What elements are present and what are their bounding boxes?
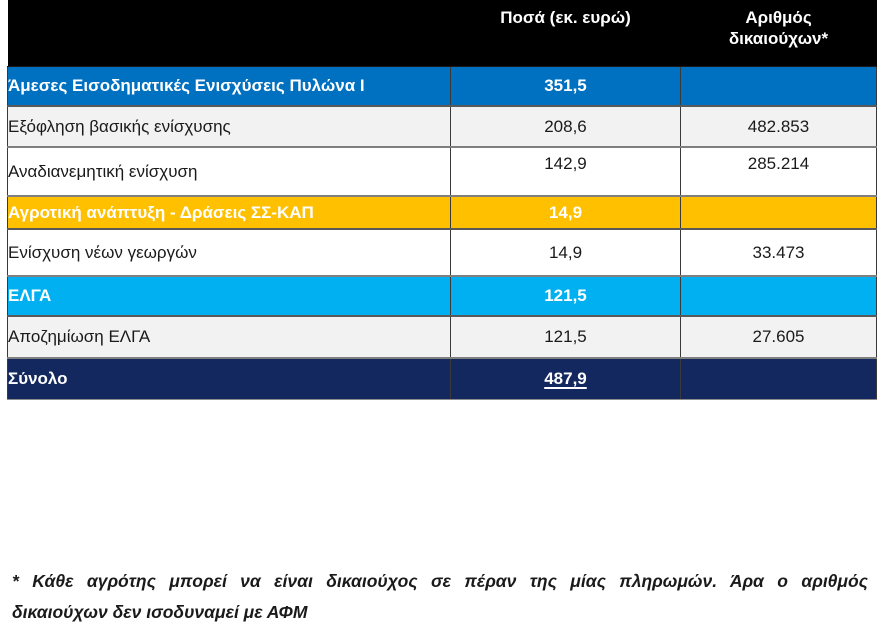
table-row-total: Σύνολο 487,9 — [7, 358, 877, 400]
row-label: Εξόφληση βασικής ενίσχυσης — [7, 106, 451, 148]
row-beneficiaries — [680, 196, 877, 230]
row-label: Αγροτική ανάπτυξη - Δράσεις ΣΣ-ΚΑΠ — [7, 196, 451, 230]
footnote-line-2: δικαιούχων δεν ισοδυναμεί με ΑΦΜ — [12, 602, 308, 622]
footnote: * Κάθε αγρότης μπορεί να είναι δικαιούχο… — [12, 566, 868, 628]
row-amount: 121,5 — [450, 316, 681, 359]
row-label: Αναδιανεμητική ενίσχυση — [7, 147, 451, 197]
header-beneficiaries-label: Αριθμός δικαιούχων* — [728, 8, 829, 49]
row-beneficiaries: 482.853 — [680, 106, 877, 148]
table-row-basic-payment: Εξόφληση βασικής ενίσχυσης 208,6 482.853 — [7, 106, 877, 148]
table-row-young-farmers: Ενίσχυση νέων γεωργών 14,9 33.473 — [7, 229, 877, 277]
row-amount: 351,5 — [450, 66, 681, 107]
row-amount: 208,6 — [450, 106, 681, 148]
table-row-elga-compensation: Αποζημίωση ΕΛΓΑ 121,5 27.605 — [7, 316, 877, 359]
total-amount-underlined: 487,9 — [544, 369, 587, 389]
row-beneficiaries — [680, 358, 877, 400]
header-beneficiaries: Αριθμός δικαιούχων* — [680, 0, 877, 67]
table-row-elga: ΕΛΓΑ 121,5 — [7, 276, 877, 317]
row-amount: 142,9 — [450, 147, 681, 197]
row-beneficiaries: 285.214 — [680, 147, 877, 197]
row-amount: 121,5 — [450, 276, 681, 317]
footnote-line-1: * Κάθε αγρότης μπορεί να είναι δικαιούχο… — [12, 571, 868, 591]
row-label: Ενίσχυση νέων γεωργών — [7, 229, 451, 277]
row-beneficiaries — [680, 66, 877, 107]
payments-table: Ποσά (εκ. ευρώ) Αριθμός δικαιούχων* Άμεσ… — [7, 0, 877, 400]
table-row-rural-development: Αγροτική ανάπτυξη - Δράσεις ΣΣ-ΚΑΠ 14,9 — [7, 196, 877, 230]
row-beneficiaries: 27.605 — [680, 316, 877, 359]
row-beneficiaries: 33.473 — [680, 229, 877, 277]
row-label: Αποζημίωση ΕΛΓΑ — [7, 316, 451, 359]
header-empty-cell — [7, 0, 451, 67]
row-amount: 487,9 — [450, 358, 681, 400]
table-header-row: Ποσά (εκ. ευρώ) Αριθμός δικαιούχων* — [7, 0, 877, 67]
row-label: ΕΛΓΑ — [7, 276, 451, 317]
table-row-pillar-1: Άμεσες Εισοδηματικές Ενισχύσεις Πυλώνα Ι… — [7, 66, 877, 107]
row-label: Σύνολο — [7, 358, 451, 400]
row-beneficiaries — [680, 276, 877, 317]
row-amount: 14,9 — [450, 196, 681, 230]
row-amount: 14,9 — [450, 229, 681, 277]
table-row-redistributive: Αναδιανεμητική ενίσχυση 142,9 285.214 — [7, 147, 877, 197]
header-amounts: Ποσά (εκ. ευρώ) — [450, 0, 681, 67]
row-label: Άμεσες Εισοδηματικές Ενισχύσεις Πυλώνα Ι — [7, 66, 451, 107]
